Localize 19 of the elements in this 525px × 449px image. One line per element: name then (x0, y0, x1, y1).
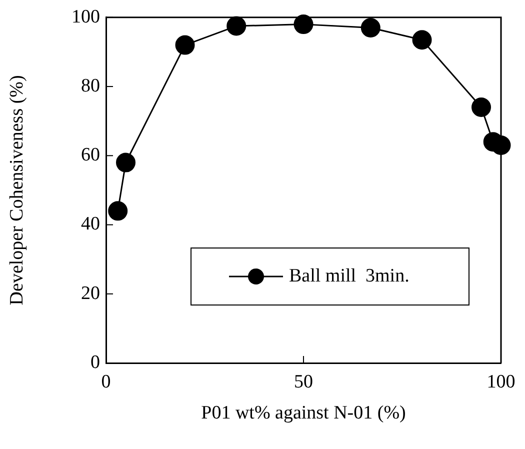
y-tick-label: 20 (81, 282, 100, 304)
y-tick-label: 0 (90, 352, 100, 373)
point (226, 16, 246, 36)
point (294, 14, 314, 34)
point (360, 18, 380, 38)
legend-label: Ball mill 3min. (289, 265, 410, 286)
y-axis-title: Developer Cohensiveness (%) (6, 75, 28, 306)
x-tick-label: 50 (294, 371, 313, 392)
point (472, 98, 491, 118)
point (116, 152, 136, 172)
y-tick-label: 80 (81, 76, 100, 97)
point (412, 30, 432, 50)
point (108, 201, 128, 221)
y-tick-label: 40 (81, 214, 100, 235)
x-axis-title: P01 wt% against N-01 (%) (201, 402, 406, 424)
y-tick-label: 100 (72, 6, 100, 28)
y-tick-label: 60 (81, 144, 100, 166)
x-tick-label: 100 (486, 371, 516, 392)
point (175, 35, 195, 55)
